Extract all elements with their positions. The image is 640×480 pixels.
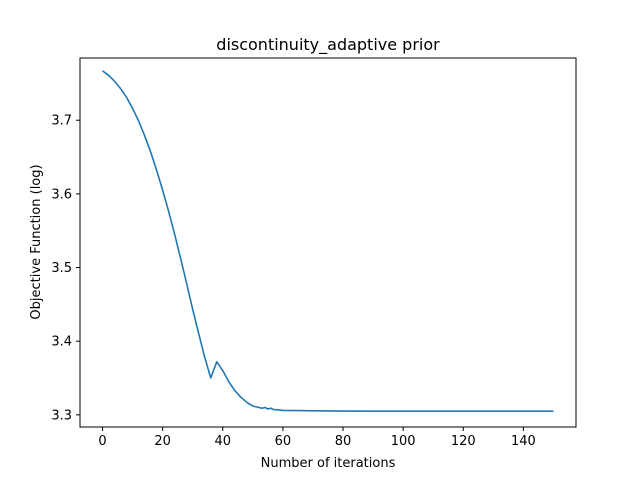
y-axis-ticks: 3.3 3.4 3.5 3.6 3.7 — [51, 114, 80, 423]
plot-area — [102, 70, 554, 412]
x-tick-label: 80 — [335, 434, 352, 449]
axes-frame — [79, 57, 577, 428]
x-tick-label: 100 — [391, 434, 416, 449]
x-tick-label: 60 — [275, 434, 292, 449]
series-line-0 — [102, 70, 554, 412]
y-tick-label: 3.3 — [51, 408, 72, 423]
y-axis-label: Objective Function (log) — [29, 164, 44, 319]
x-axis-ticks: 0 20 40 60 80 100 120 140 — [98, 427, 536, 449]
y-tick-label: 3.4 — [51, 335, 72, 350]
x-axis-label: Number of iterations — [261, 456, 396, 471]
x-tick-label: 0 — [98, 434, 106, 449]
x-tick-label: 140 — [511, 434, 536, 449]
y-tick-label: 3.7 — [51, 114, 72, 129]
y-tick-label: 3.5 — [51, 261, 72, 276]
x-tick-label: 40 — [215, 434, 232, 449]
x-tick-label: 120 — [451, 434, 476, 449]
y-tick-label: 3.6 — [51, 187, 72, 202]
chart-title: discontinuity_adaptive prior — [216, 35, 440, 55]
x-tick-label: 20 — [154, 434, 171, 449]
